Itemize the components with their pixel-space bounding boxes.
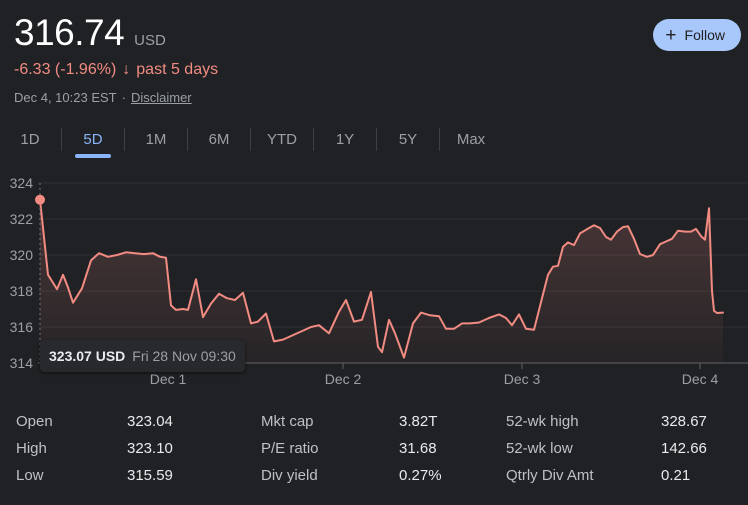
- hover-dot: [35, 194, 45, 205]
- price-change-value: -6.33 (-1.96%): [14, 61, 117, 78]
- current-price: 316.74: [14, 12, 125, 53]
- currency-label: USD: [134, 32, 166, 49]
- price-area: [40, 199, 723, 363]
- price-row: 316.74 USD: [14, 14, 218, 52]
- change-period-label: past 5 days: [136, 61, 219, 78]
- stat-label-mkt-cap: Mkt cap: [261, 413, 314, 430]
- tab-divider: [187, 128, 188, 151]
- tab-divider: [250, 128, 251, 151]
- stat-label-52wk-high: 52-wk high: [506, 413, 579, 430]
- time-range-tabs: 1D 5D 1M 6M YTD 1Y 5Y Max: [2, 127, 499, 160]
- tab-1y[interactable]: 1Y: [335, 131, 355, 148]
- y-axis-label: 314: [10, 355, 34, 371]
- stat-value-qtrly-div: 0.21: [661, 467, 691, 484]
- price-change-row: -6.33 (-1.96%) ↓ past 5 days: [14, 61, 218, 79]
- follow-button[interactable]: + Follow: [653, 19, 741, 51]
- stat-value-pe-ratio: 31.68: [399, 440, 437, 457]
- stat-label-qtrly-div: Qtrly Div Amt: [506, 467, 594, 484]
- stat-label-high: High: [16, 440, 47, 457]
- tab-ytd[interactable]: YTD: [267, 131, 297, 148]
- price-chart[interactable]: 324 322 320 318 316 314 Dec 1 Dec 2 Dec 3 Dec 4 3…: [0, 175, 748, 388]
- stat-value-div-yield: 0.27%: [399, 467, 442, 484]
- stat-label-52wk-low: 52-wk low: [506, 440, 573, 457]
- tab-1d[interactable]: 1D: [20, 131, 40, 148]
- tab-divider: [124, 128, 125, 151]
- plus-icon: +: [665, 24, 677, 46]
- tab-divider: [313, 128, 314, 151]
- stat-label-open: Open: [16, 413, 53, 430]
- timestamp-row: Dec 4, 10:23 EST · Disclaimer: [14, 90, 218, 105]
- tab-max[interactable]: Max: [456, 131, 486, 148]
- stat-value-mkt-cap: 3.82T: [399, 413, 438, 430]
- key-stats-table: Open 323.04 Mkt cap 3.82T 52-wk high 328…: [0, 407, 748, 484]
- stat-value-high: 323.10: [127, 440, 173, 457]
- stat-label-pe-ratio: P/E ratio: [261, 440, 319, 457]
- y-axis-label: 322: [10, 211, 34, 227]
- x-axis-label: Dec 2: [325, 371, 362, 387]
- tab-divider: [439, 128, 440, 151]
- stat-label-div-yield: Div yield: [261, 467, 318, 484]
- stock-header: 316.74 USD -6.33 (-1.96%) ↓ past 5 days …: [14, 14, 218, 106]
- stat-value-open: 323.04: [127, 413, 173, 430]
- tab-1m[interactable]: 1M: [145, 131, 167, 148]
- follow-button-label: Follow: [684, 27, 725, 43]
- tab-5d[interactable]: 5D: [65, 127, 121, 160]
- tooltip-time: Fri 28 Nov 09:30: [132, 348, 236, 364]
- tooltip-price: 323.07 USD: [49, 348, 126, 364]
- tab-divider: [376, 128, 377, 151]
- x-axis-label: Dec 3: [504, 371, 541, 387]
- y-axis-label: 324: [10, 175, 34, 191]
- stat-value-52wk-low: 142.66: [661, 440, 707, 457]
- y-axis-label: 316: [10, 319, 34, 335]
- x-axis-label: Dec 1: [150, 371, 187, 387]
- price-line: [39, 198, 724, 359]
- arrow-down-icon: ↓: [122, 61, 131, 78]
- disclaimer-link[interactable]: Disclaimer: [130, 90, 192, 105]
- quote-timestamp: Dec 4, 10:23 EST: [14, 90, 117, 105]
- stat-value-low: 315.59: [127, 467, 173, 484]
- y-axis-label: 318: [10, 283, 34, 299]
- x-axis-label: Dec 4: [682, 371, 719, 387]
- stat-label-low: Low: [16, 467, 44, 484]
- stat-value-52wk-high: 328.67: [661, 413, 707, 430]
- tab-6m[interactable]: 6M: [208, 131, 230, 148]
- chart-tooltip: 323.07 USD Fri 28 Nov 09:30: [40, 340, 245, 372]
- tab-divider: [61, 128, 62, 151]
- dot-separator: ·: [121, 90, 126, 105]
- y-axis-label: 320: [10, 247, 34, 263]
- tab-5y[interactable]: 5Y: [398, 131, 418, 148]
